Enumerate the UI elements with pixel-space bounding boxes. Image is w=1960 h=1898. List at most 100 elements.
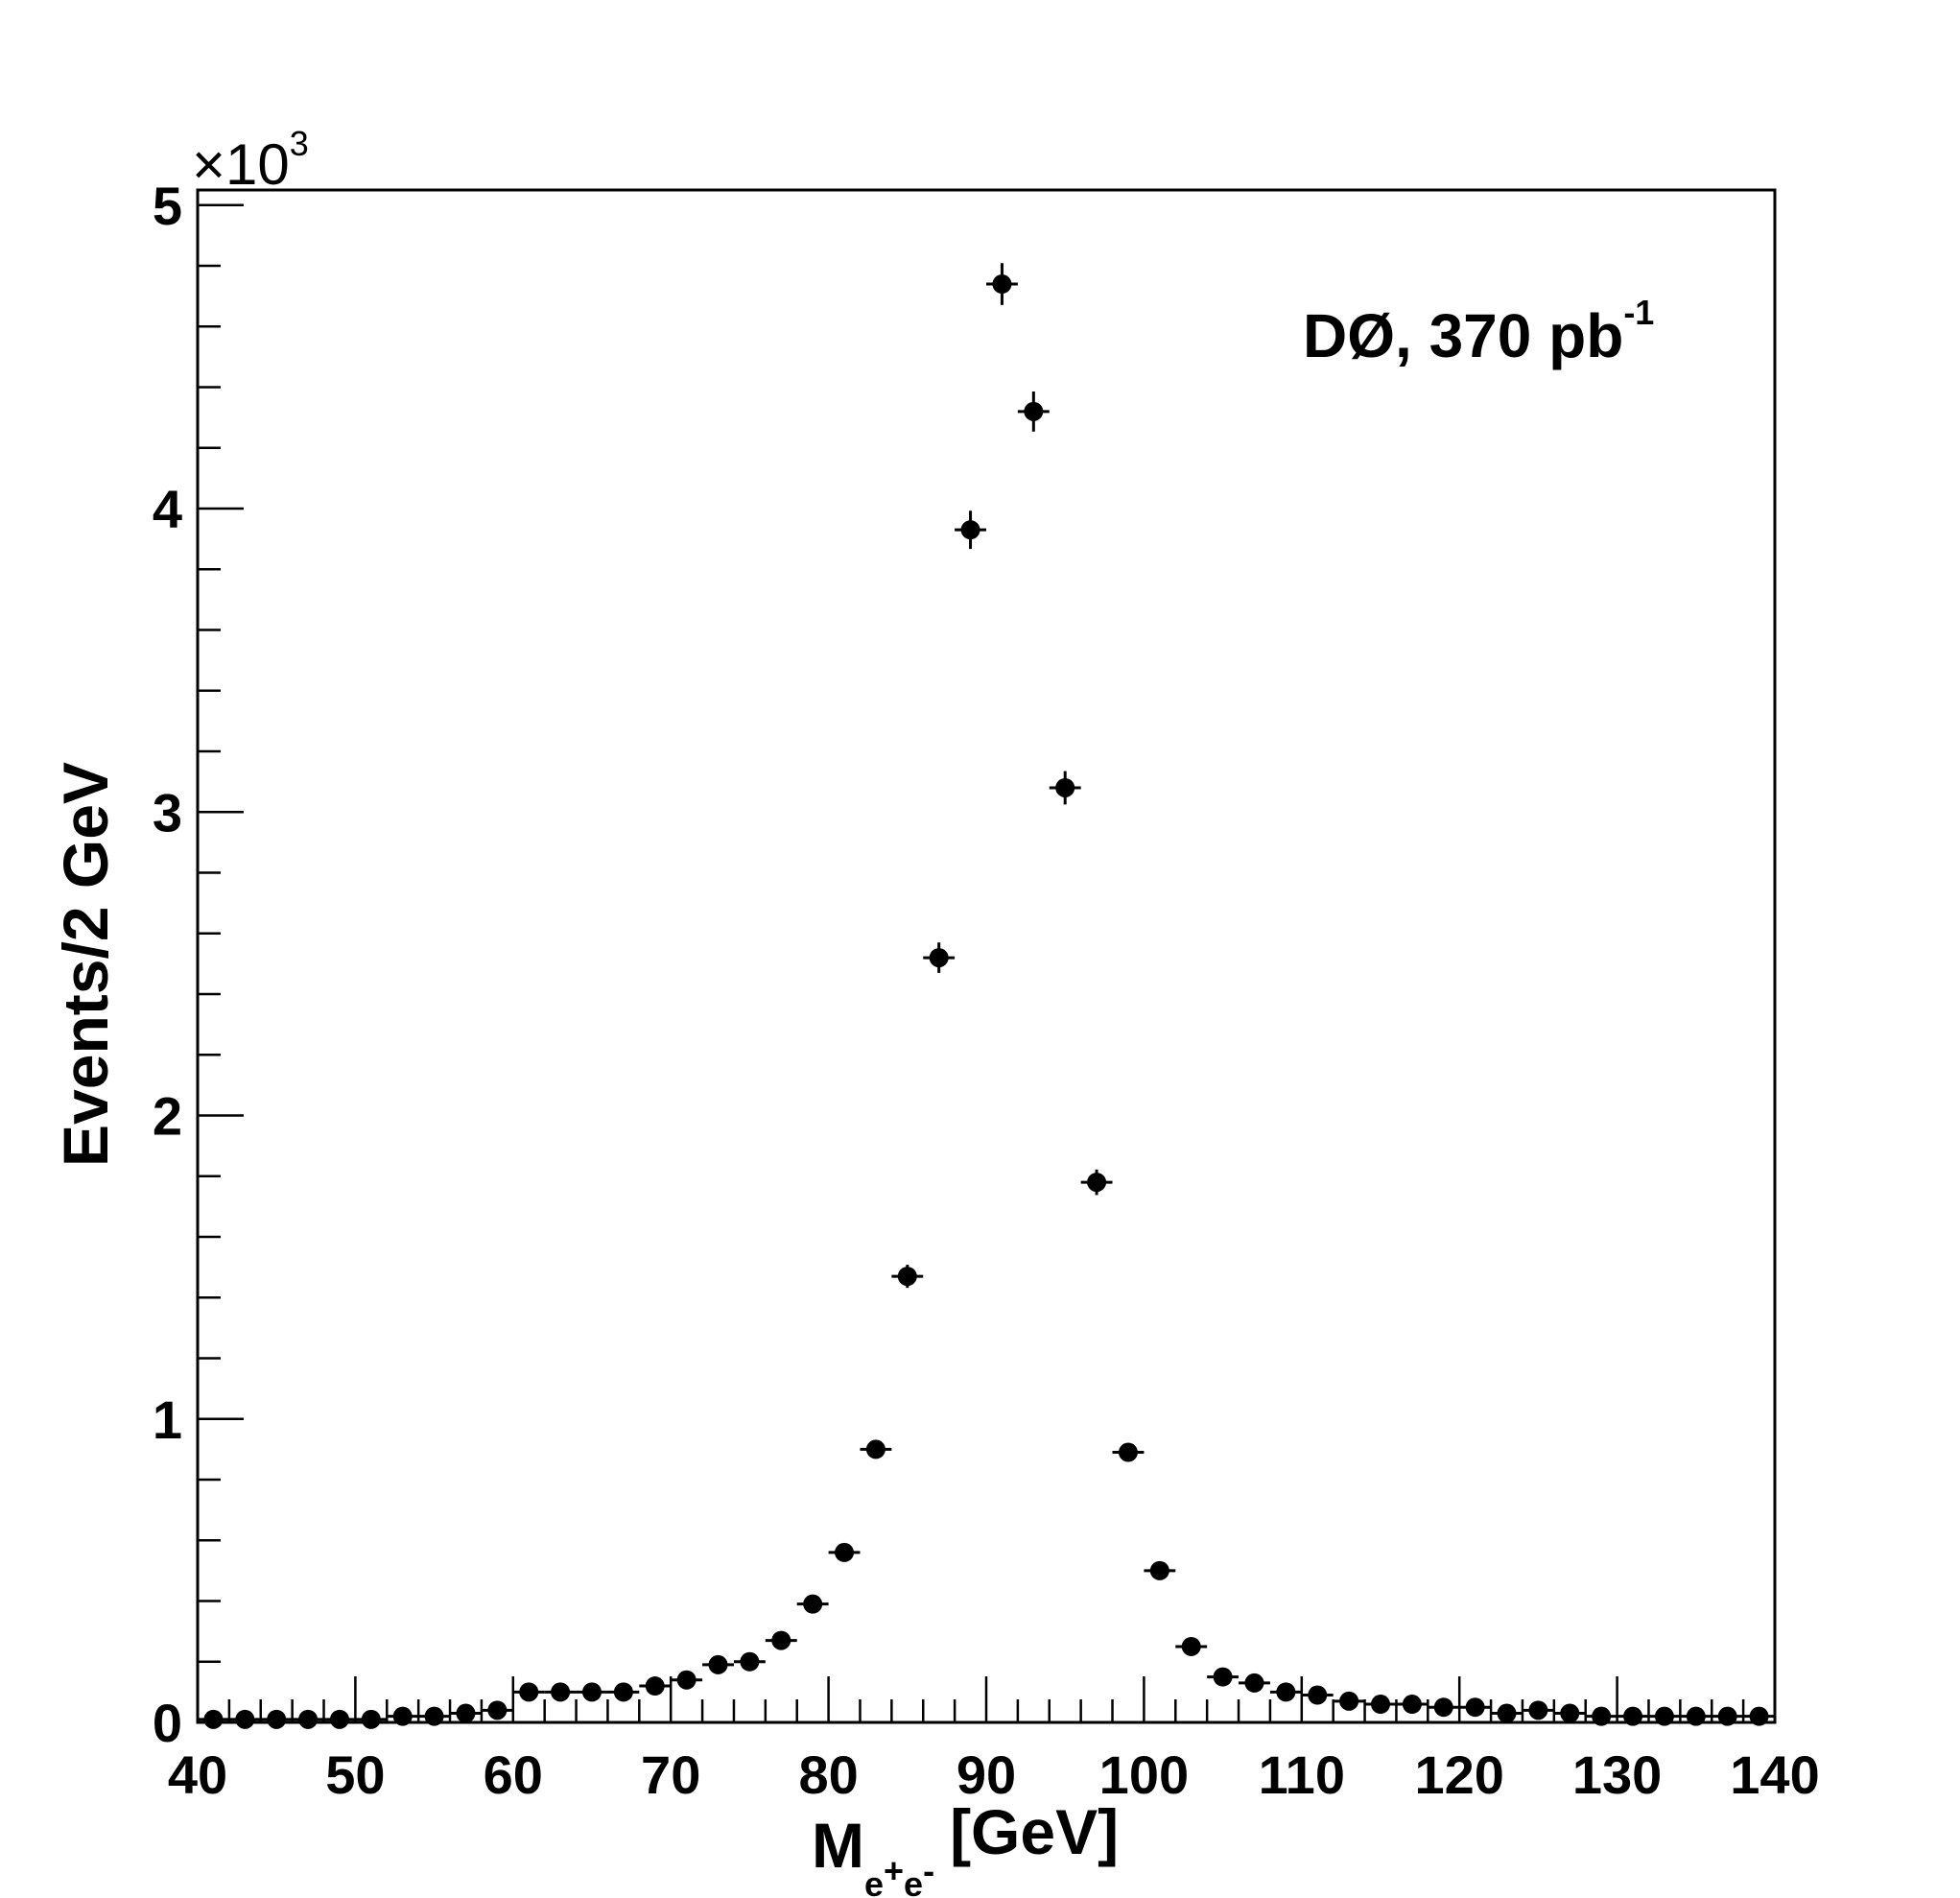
data-point [544,1682,577,1702]
data-point [1712,1706,1744,1726]
x-axis-title-main: M [812,1810,864,1881]
data-marker [1213,1667,1233,1687]
data-point [1049,771,1081,805]
data-point [1207,1667,1240,1687]
x-axis-title-sub-e2: e [904,1864,923,1898]
data-marker [392,1706,413,1726]
y-tick-label: 2 [153,1086,182,1147]
data-marker [613,1682,633,1702]
data-marker [1118,1442,1138,1462]
data-marker [740,1651,760,1672]
x-axis-tick-labels: 40 50 60 70 80 90 100 110 120 130 140 [168,1744,1820,1805]
data-point [860,1439,892,1459]
data-point [796,1594,829,1614]
y-axis-ticks [198,203,244,1724]
data-point [639,1676,672,1696]
y-tick-label: 3 [153,782,182,842]
data-point [607,1682,640,1702]
luminosity-annotation: DØ, 370 pb-1 [1303,293,1654,370]
data-point [986,263,1018,305]
data-marker [1276,1682,1296,1702]
x-axis-title-sub-minus: - [923,1851,934,1890]
y-multiplier-exponent: 3 [290,124,309,163]
data-point [1522,1700,1554,1720]
data-marker [1308,1685,1328,1705]
annotation-main: DØ, 370 pb [1303,301,1623,370]
data-marker [1339,1691,1359,1711]
data-point [576,1682,608,1702]
data-marker [897,1267,917,1287]
y-tick-label: 1 [153,1389,182,1450]
data-marker [1497,1703,1517,1723]
data-point [1553,1703,1586,1723]
x-tick-label: 120 [1414,1744,1503,1805]
data-point [1239,1673,1270,1693]
plot-frame [196,188,1777,1724]
data-marker [235,1709,255,1729]
data-point [418,1706,451,1726]
data-marker [267,1709,287,1729]
y-tick-label: 4 [153,479,182,539]
data-point [228,1709,261,1729]
data-point [671,1670,703,1690]
data-marker [960,520,980,540]
data-marker [1149,1560,1169,1580]
data-marker [1433,1697,1453,1718]
x-tick-label: 80 [798,1744,858,1805]
x-axis-ticks [196,1676,1777,1722]
x-tick-label: 70 [641,1744,700,1805]
data-point [1175,1636,1208,1656]
data-marker [992,274,1012,295]
x-tick-label: 110 [1259,1744,1345,1805]
data-point [1364,1695,1397,1715]
data-marker [645,1676,665,1696]
data-point [1301,1685,1334,1705]
data-point [1144,1560,1176,1580]
data-marker [1087,1173,1107,1193]
data-point [923,942,956,973]
x-axis-title-sub-plus: + [884,1851,904,1890]
data-point [1617,1706,1649,1726]
data-point [1080,1169,1113,1196]
data-point [1648,1706,1681,1726]
data-point [481,1700,513,1720]
data-marker [582,1682,602,1702]
y-axis-multiplier: ×103 [192,124,309,197]
x-axis-title: Me+e-[GeV] [812,1796,1119,1898]
data-point [733,1651,766,1672]
data-point [955,510,986,550]
data-point [1743,1706,1775,1726]
data-marker [803,1594,823,1614]
data-marker [771,1630,791,1650]
data-marker [1244,1673,1264,1693]
data-marker [203,1709,224,1729]
data-point [323,1709,356,1729]
data-point [891,1265,924,1289]
data-marker [329,1709,349,1729]
data-marker [519,1682,539,1702]
data-marker [361,1709,381,1729]
data-point [512,1682,545,1702]
data-point [1491,1703,1523,1723]
x-tick-label: 90 [956,1744,1016,1805]
data-marker [1686,1706,1706,1726]
data-point [1396,1695,1429,1715]
data-marker [676,1670,697,1690]
data-marker [1654,1706,1674,1726]
y-tick-label: 0 [153,1693,182,1753]
data-marker [298,1709,319,1729]
data-marker [1055,777,1075,797]
data-marker [1465,1697,1485,1718]
data-point [1585,1706,1618,1726]
data-marker [1592,1706,1612,1726]
data-marker [835,1542,855,1562]
data-point [355,1709,388,1729]
data-point [1680,1706,1712,1726]
data-marker [1560,1703,1580,1723]
data-marker [1749,1706,1769,1726]
data-point [260,1709,293,1729]
y-tick-label: 5 [153,176,182,236]
data-point [1269,1682,1302,1702]
data-marker [708,1654,728,1674]
